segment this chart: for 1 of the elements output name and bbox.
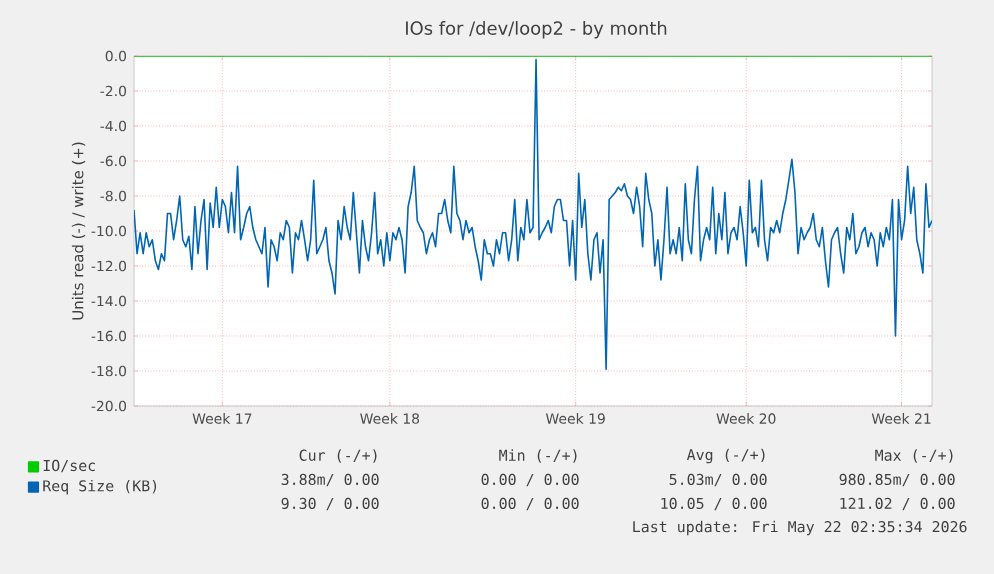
- chart-title: IOs for /dev/loop2 - by month: [406, 21, 667, 39]
